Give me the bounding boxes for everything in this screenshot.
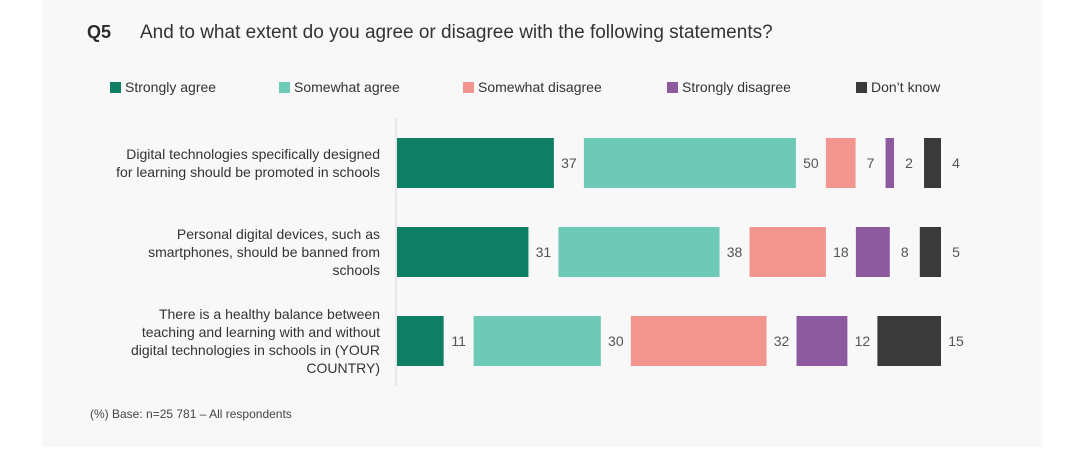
bar-segment (397, 227, 529, 277)
data-label: 30 (608, 333, 624, 349)
bar-segment (397, 316, 444, 366)
data-label: 50 (803, 155, 819, 171)
legend-label: Strongly disagree (682, 79, 791, 95)
data-label: 31 (536, 244, 552, 260)
category-label-line: smartphones, should be banned from (148, 244, 380, 260)
legend-swatch (463, 81, 474, 93)
legend-swatch (667, 81, 678, 93)
data-label: 12 (855, 333, 871, 349)
chart-panel (42, 0, 1042, 447)
bar-segment (583, 138, 796, 188)
category-label-line: Digital technologies specifically design… (126, 146, 380, 162)
legend-item: Somewhat agree (279, 78, 400, 96)
data-label: 2 (905, 155, 913, 171)
data-label: 7 (867, 155, 875, 171)
category-label-line: schools (332, 262, 380, 278)
legend-item: Strongly agree (110, 78, 216, 96)
bar-segment (796, 316, 848, 366)
data-label: 5 (952, 244, 960, 260)
category-label-line: COUNTRY) (306, 360, 380, 376)
legend-item: Somewhat disagree (463, 78, 602, 96)
bar-segment (885, 138, 895, 188)
data-label: 4 (952, 155, 960, 171)
category-label-line: There is a healthy balance between (158, 306, 380, 322)
bar-segment (855, 227, 890, 277)
data-label: 8 (901, 244, 909, 260)
legend-swatch (856, 81, 867, 93)
legend-swatch (110, 81, 121, 93)
legend-swatch (279, 81, 290, 93)
bar-segment (397, 138, 554, 188)
legend-label: Strongly agree (125, 79, 217, 95)
category-label: Digital technologies specifically design… (80, 145, 380, 181)
category-label: Personal digital devices, such as smartph… (80, 225, 380, 279)
bar-segment (630, 316, 767, 366)
footnote: (%) Base: n=25 781 – All respondents (90, 407, 292, 421)
bar-segment (825, 138, 856, 188)
category-label-line: for learning should be promoted in schoo… (116, 164, 380, 180)
legend-item: Don’t know (856, 78, 940, 96)
category-label: There is a healthy balance between teachi… (80, 305, 380, 377)
data-label: 38 (727, 244, 743, 260)
category-label-line: teaching and learning with and without (141, 324, 380, 340)
data-label: 18 (833, 244, 849, 260)
data-label: 11 (451, 333, 466, 349)
data-label: 37 (561, 155, 577, 171)
question-text: And to what extent do you agree or disag… (140, 22, 773, 43)
legend-label: Somewhat agree (294, 79, 400, 95)
data-label: 32 (774, 333, 790, 349)
legend-label: Somewhat disagree (478, 79, 602, 95)
bar-segment (877, 316, 941, 366)
bar-segment (473, 316, 601, 366)
legend-item: Strongly disagree (667, 78, 791, 96)
bar-segment (749, 227, 826, 277)
bar-segment (924, 138, 941, 188)
bar-segment (919, 227, 941, 277)
question-number: Q5 (87, 22, 112, 42)
legend-label: Don’t know (871, 79, 941, 95)
data-label: 15 (948, 333, 964, 349)
category-label-line: digital technologies in schools in (YOUR (130, 342, 380, 358)
bar-segment (558, 227, 720, 277)
category-label-line: Personal digital devices, such as (176, 226, 380, 242)
